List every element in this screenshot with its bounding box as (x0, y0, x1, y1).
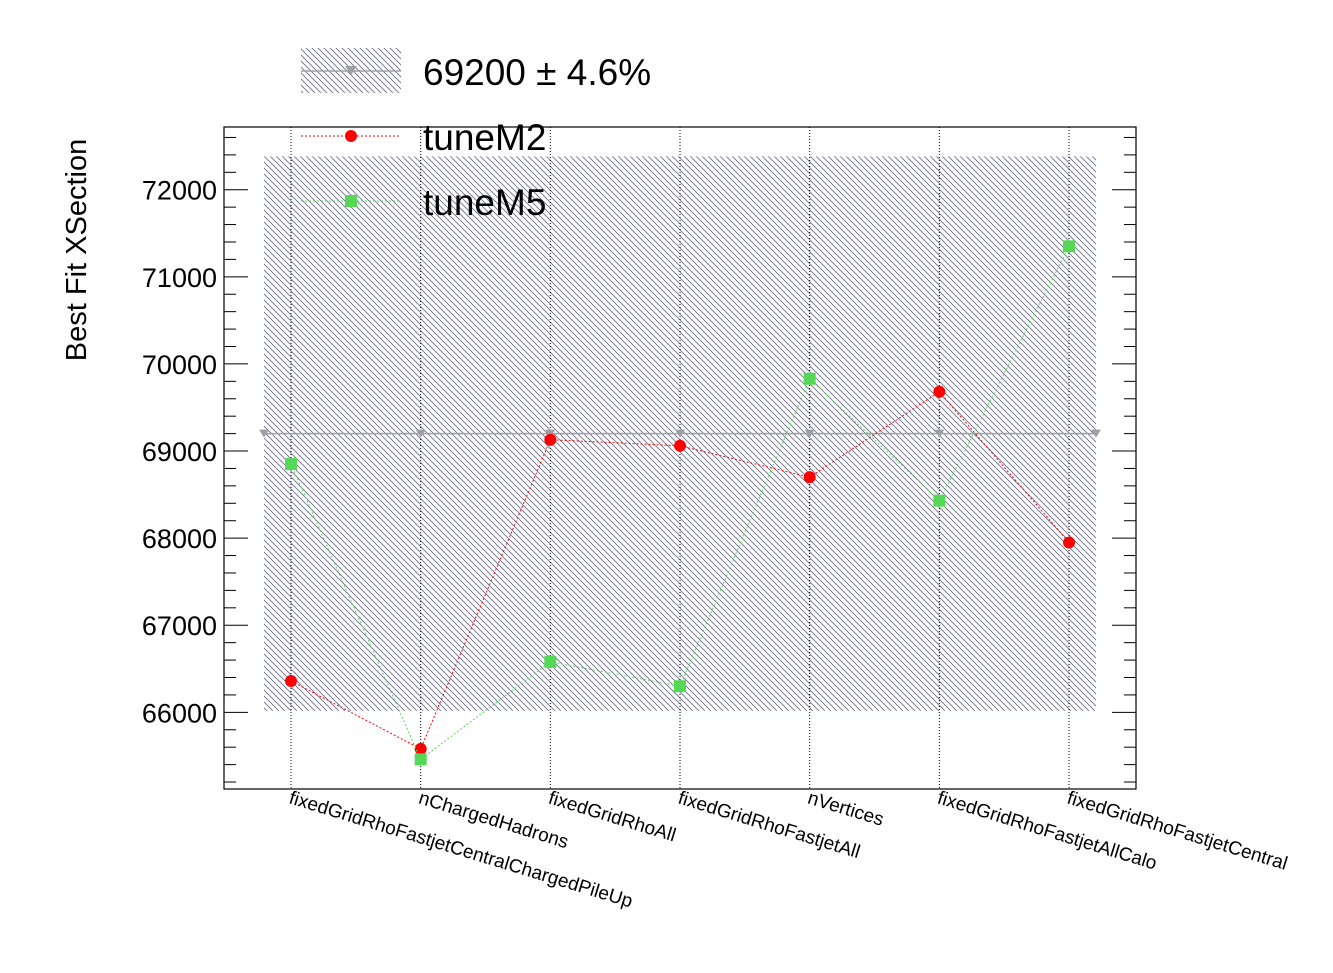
legend: 69200 ± 4.6% tuneM2 tuneM5 (301, 48, 651, 223)
point-tunem5-6 (1063, 240, 1076, 253)
reference-marker-2 (545, 429, 556, 438)
legend-reference-marker (345, 66, 357, 75)
point-tunem2-4 (803, 471, 816, 484)
reference-marker-5 (934, 429, 945, 438)
y-tick-label-1: 67000 (142, 611, 217, 641)
y-tick-label-5: 71000 (142, 263, 217, 293)
point-tunem5-0 (285, 458, 297, 471)
legend-tunem2-marker (345, 130, 357, 142)
point-tunem5-3 (674, 680, 687, 693)
x-category-label-5: fixedGridRhoFastjetAllCalo (935, 788, 1159, 875)
legend-tunem5-label: tuneM5 (423, 182, 546, 223)
reference-marker-1 (415, 429, 426, 438)
legend-reference-label: 69200 ± 4.6% (423, 52, 651, 93)
y-tick-label-4: 70000 (142, 350, 217, 380)
point-tunem2-6 (1063, 536, 1076, 549)
y-tick-label-0: 66000 (142, 698, 217, 728)
point-tunem5-4 (803, 372, 816, 385)
y-tick-label-2: 68000 (142, 524, 217, 554)
reference-marker-6 (1091, 429, 1102, 438)
point-tunem2-1 (414, 742, 427, 755)
point-tunem5-5 (933, 494, 946, 507)
legend-tunem5-marker (345, 195, 357, 207)
point-tunem2-0 (285, 674, 297, 687)
point-tunem2-2 (544, 433, 557, 446)
reference-marker-3 (675, 429, 686, 438)
reference-marker-0 (259, 429, 269, 438)
point-tunem5-1 (414, 753, 427, 766)
y-axis-label: Best Fit XSection (61, 139, 93, 361)
point-tunem2-5 (933, 385, 946, 398)
y-tick-label-3: 69000 (142, 437, 217, 467)
point-tunem5-2 (544, 655, 557, 668)
point-tunem2-3 (674, 439, 687, 452)
reference-marker-4 (804, 429, 815, 438)
x-category-label-4: nVertices (805, 788, 886, 831)
plot-frame (223, 126, 1137, 790)
legend-tunem2-label: tuneM2 (423, 117, 546, 158)
y-tick-label-6: 72000 (142, 176, 217, 206)
x-category-label-6: fixedGridRhoFastjetCentral (1065, 788, 1290, 875)
